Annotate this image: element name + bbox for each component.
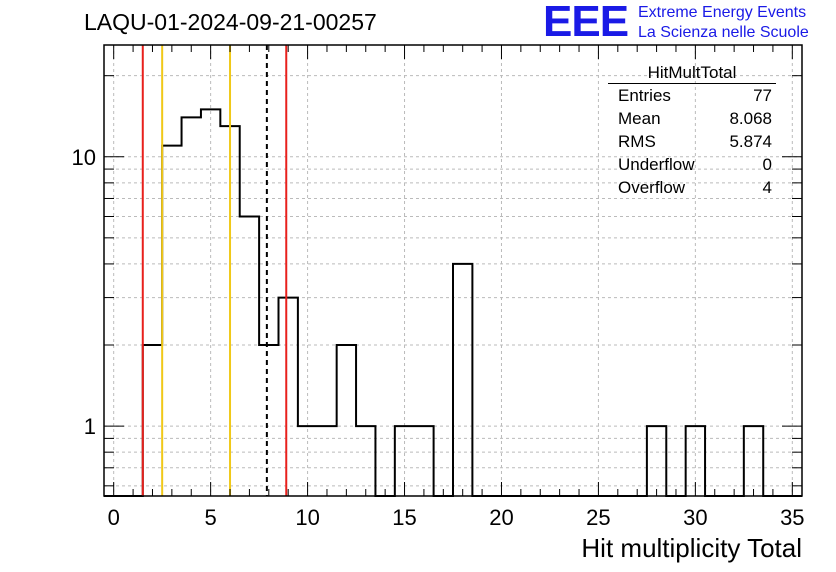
stats-value: 4 — [762, 178, 772, 197]
x-tick-label: 30 — [683, 505, 707, 530]
histogram-bin — [182, 117, 201, 496]
histogram-bin — [337, 345, 356, 496]
x-tick-label: 20 — [489, 505, 513, 530]
y-tick-label: 1 — [84, 414, 96, 439]
stats-value: 77 — [753, 86, 772, 105]
stats-row-overflow: Overflow 4 — [608, 176, 778, 199]
logo-line-1: Extreme Energy Events — [638, 4, 807, 21]
stats-value: 8.068 — [729, 109, 772, 128]
x-tick-label: 5 — [205, 505, 217, 530]
stats-title: HitMultTotal — [608, 62, 776, 84]
logo-line-2: La Scienza nelle Scuole — [638, 24, 809, 41]
stats-value: 5.874 — [729, 132, 772, 151]
histogram-outline — [104, 108, 802, 497]
stats-row-mean: Mean 8.068 — [608, 107, 778, 130]
stats-row-rms: RMS 5.874 — [608, 130, 778, 153]
chart-title: LAQU-01-2024-09-21-00257 — [84, 9, 377, 35]
stats-box: HitMultTotal Entries 77 Mean 8.068 RMS 5… — [608, 62, 778, 199]
stats-label: Mean — [618, 109, 661, 128]
histogram-bin — [143, 345, 162, 496]
x-tick-label: 25 — [586, 505, 610, 530]
histogram-bin — [259, 345, 278, 496]
x-tick-label: 10 — [295, 505, 319, 530]
stats-label: Underflow — [618, 155, 695, 174]
stats-value: 0 — [762, 155, 772, 174]
x-tick-label: 35 — [780, 505, 804, 530]
plot-frame — [103, 44, 803, 497]
histogram-bin — [453, 264, 472, 496]
stats-label: Entries — [618, 86, 671, 105]
stats-label: RMS — [618, 132, 656, 151]
stats-row-entries: Entries 77 — [608, 84, 778, 107]
eee-logo: EEE — [543, 0, 629, 46]
histogram-bin — [240, 217, 259, 496]
stats-row-underflow: Underflow 0 — [608, 153, 778, 176]
x-axis-title: Hit multiplicity Total — [581, 533, 802, 563]
x-tick-label: 15 — [392, 505, 416, 530]
stats-label: Overflow — [618, 178, 686, 197]
histogram-bin — [279, 298, 298, 496]
y-tick-label: 10 — [72, 145, 96, 170]
x-tick-label: 0 — [108, 505, 120, 530]
